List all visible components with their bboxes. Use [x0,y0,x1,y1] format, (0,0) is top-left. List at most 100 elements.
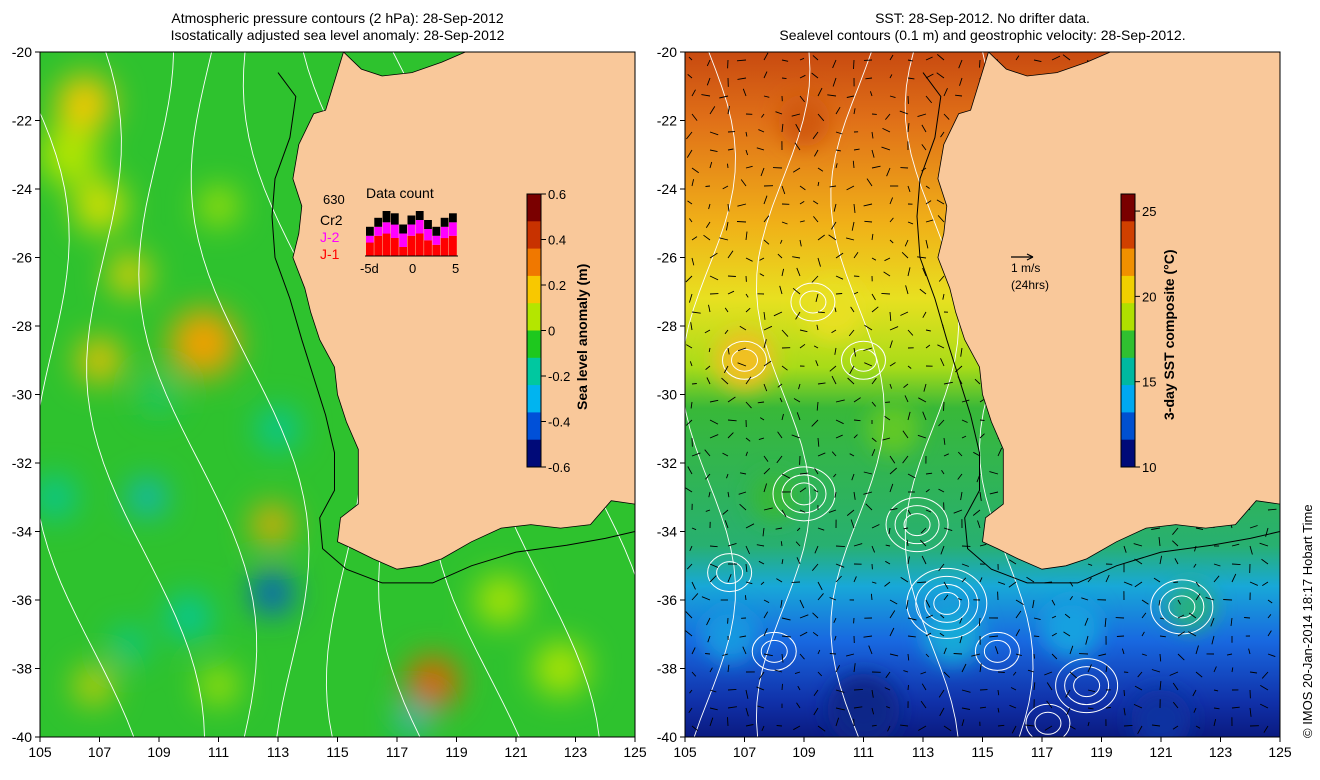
velocity-arrow [853,419,861,422]
velocity-arrow [1213,689,1219,692]
inset-bar-j2 [374,226,383,236]
velocity-arrow [853,688,863,691]
velocity-arrow [1069,725,1076,730]
velocity-arrow [834,635,837,641]
velocity-arrow [689,545,693,551]
velocity-arrow [937,344,945,349]
velocity-arrow [817,581,823,591]
velocity-arrow [853,148,860,151]
sea-level-contour-ring [1064,666,1110,706]
lon-tick-label: 125 [623,744,647,760]
velocity-arrow [907,221,914,225]
velocity-arrow [691,167,699,174]
lat-tick-label: -26 [657,250,677,266]
inset-bar-cr2 [382,211,391,223]
velocity-arrow [907,556,910,565]
velocity-arrow [742,646,747,655]
velocity-arrow [1195,725,1201,729]
inset-bar-cr2 [449,213,457,223]
velocity-arrow [1098,653,1107,657]
velocity-arrow [1249,707,1252,717]
velocity-arrow [1177,653,1185,661]
velocity-arrow [1205,596,1215,601]
velocity-arrow [870,593,873,601]
velocity-arrow [938,419,945,427]
inset-bar-j2 [390,224,399,238]
velocity-arrow [979,706,987,709]
inset-bar-j2 [424,229,432,241]
velocity-arrow [940,131,945,138]
velocity-arrow [691,725,698,731]
velocity-arrow [795,311,801,320]
velocity-arrow [979,419,985,421]
velocity-arrow [832,77,837,87]
velocity-arrow [917,434,927,439]
inset-bar-j2 [399,233,407,247]
velocity-arrow [907,365,912,369]
velocity-arrow [997,447,1003,457]
velocity-arrow [1249,545,1253,555]
colorbar-tick-label: 0.6 [548,187,566,202]
velocity-arrow [799,631,808,637]
right-title-line1: SST: 28-Sep-2012. No drifter data. [875,10,1090,26]
velocity-arrow [708,304,711,313]
velocity-arrow [1159,635,1166,638]
velocity-arrow [727,664,730,673]
velocity-arrow [977,520,981,529]
sea-level-contour-line [904,52,960,737]
velocity-arrow [726,473,729,479]
pressure-contour-line [190,52,310,737]
velocity-arrow [979,59,981,68]
velocity-arrow [889,455,896,464]
velocity-arrow [706,59,711,67]
lat-tick-label: -24 [657,181,677,197]
velocity-arrow [739,635,747,638]
velocity-arrow [1151,669,1161,673]
velocity-arrow [799,599,805,609]
velocity-arrow [957,451,963,457]
velocity-arrow [922,411,927,421]
sea-level-contour-ring [707,553,753,593]
velocity-arrow [1173,581,1179,584]
velocity-arrow [1062,54,1071,61]
velocity-arrow [1177,614,1185,619]
velocity-arrow [943,437,946,445]
velocity-arrow [745,563,748,572]
scale-label-time: (24hrs) [1011,278,1049,292]
velocity-arrow [1151,724,1161,727]
velocity-arrow [1015,629,1020,637]
velocity-arrow [925,472,933,475]
velocity-arrow [943,671,951,678]
velocity-arrow [737,362,747,367]
velocity-arrow [758,129,765,133]
velocity-arrow [1046,700,1053,709]
velocity-arrow [776,578,783,583]
velocity-arrow [691,647,696,655]
velocity-arrow [885,671,891,679]
inset-bar-j1 [407,235,416,257]
velocity-arrow [745,293,749,298]
velocity-arrow [796,527,801,532]
velocity-arrow [799,95,805,103]
velocity-arrow [709,575,717,583]
velocity-arrow [727,148,734,151]
velocity-arrow [727,717,729,727]
colorbar-swatch [1121,330,1135,359]
inset-series-j2: J-2 [320,229,340,245]
velocity-arrow [685,630,693,637]
velocity-arrow [936,72,945,79]
velocity-arrow [705,185,711,187]
velocity-arrow [938,689,945,698]
velocity-arrow [833,473,837,478]
velocity-arrow [727,542,737,547]
velocity-arrow [960,347,963,357]
velocity-arrow [889,653,899,657]
velocity-arrow [851,221,855,231]
lon-tick-label: 113 [267,744,290,760]
velocity-arrow [953,509,963,514]
velocity-arrow [1137,671,1143,678]
velocity-arrow [997,581,1006,585]
velocity-arrow [864,220,873,223]
sea-level-contour-ring [772,466,836,522]
velocity-arrow [738,491,747,495]
